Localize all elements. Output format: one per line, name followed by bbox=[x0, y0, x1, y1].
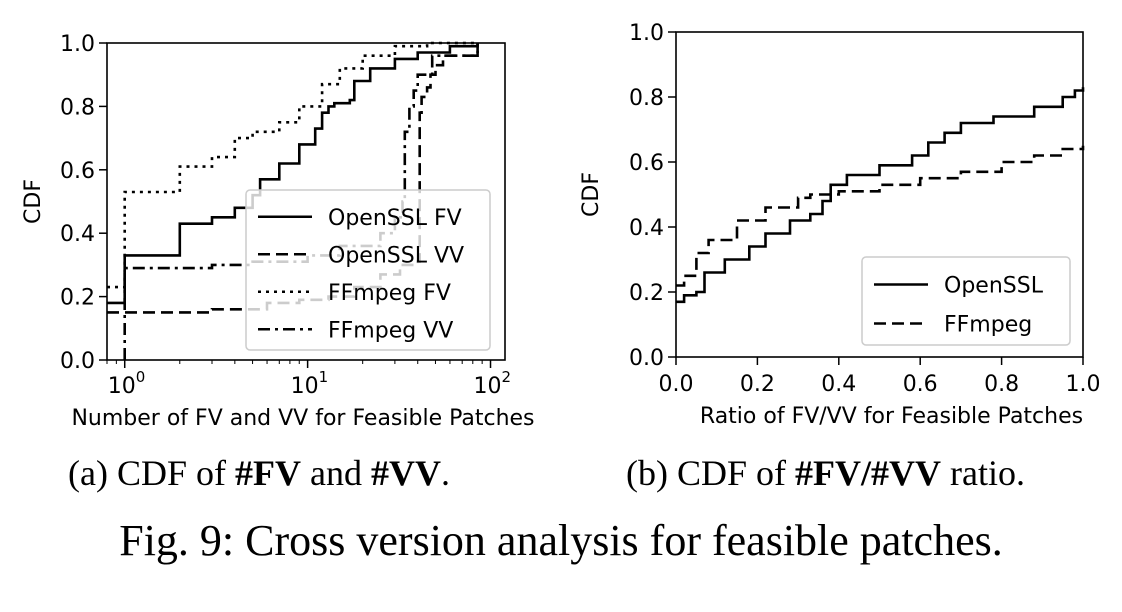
plot-frame bbox=[675, 31, 1084, 358]
x-tick-label: 0.0 bbox=[659, 372, 694, 397]
y-tick-label: 0.0 bbox=[629, 346, 664, 371]
x-tick-label: 10 bbox=[108, 374, 136, 399]
y-tick-label: 0.6 bbox=[629, 151, 664, 176]
y-tick-label: 0.4 bbox=[60, 222, 95, 247]
subcaption-a-mid: and bbox=[300, 453, 371, 493]
x-tick-exponent: 1 bbox=[319, 368, 329, 386]
y-tick-label: 1.0 bbox=[60, 32, 95, 57]
series-ffmpeg bbox=[676, 145, 1085, 287]
legend-label: FFmpeg VV bbox=[328, 318, 453, 343]
x-tick-label: 0.6 bbox=[903, 372, 938, 397]
y-axis-label: CDF bbox=[579, 172, 604, 217]
y-tick-label: 0.8 bbox=[629, 86, 664, 111]
series-ffmpeg-fv bbox=[107, 41, 478, 289]
plot-frame bbox=[106, 42, 506, 361]
subcaption-a-prefix: (a) CDF of bbox=[68, 453, 235, 493]
subcaption-a-bold-vv: #VV bbox=[370, 453, 441, 493]
series-openssl-fv bbox=[107, 43, 479, 305]
subcaption-b: (b) CDF of #FV/#VV ratio. bbox=[626, 452, 1025, 494]
x-tick-exponent: 0 bbox=[136, 368, 146, 386]
legend-box bbox=[245, 189, 491, 351]
chart-b: 0.0 0.2 0.4 0.6 0.8 1.0 0.0 0.2 0.4 0.6 0.8 1.0 Open… bbox=[579, 21, 1101, 429]
y-tick-label: 0.6 bbox=[60, 159, 95, 184]
x-axis-label: Number of FV and VV for Feasible Patches bbox=[71, 406, 534, 431]
y-tick-label: 0.0 bbox=[60, 349, 95, 374]
legend-label: OpenSSL bbox=[944, 274, 1044, 299]
subcaption-a-suffix: . bbox=[440, 453, 450, 493]
legend-label: OpenSSL VV bbox=[328, 243, 464, 268]
x-tick-label: 0.8 bbox=[984, 372, 1019, 397]
x-tick-label: 1.0 bbox=[1066, 372, 1101, 397]
x-tick-label: 0.2 bbox=[740, 372, 775, 397]
x-tick-label: 10 bbox=[291, 374, 319, 399]
x-tick-exponent: 2 bbox=[502, 368, 512, 386]
x-tick-label: 10 bbox=[474, 374, 502, 399]
y-tick-label: 0.2 bbox=[629, 281, 664, 306]
figure-caption: Fig. 9: Cross version analysis for feasi… bbox=[119, 516, 1003, 565]
y-tick-label: 0.8 bbox=[60, 95, 95, 120]
subcaption-a-bold-fv: #FV bbox=[234, 453, 301, 493]
x-tick-label: 0.4 bbox=[821, 372, 856, 397]
legend-label: FFmpeg FV bbox=[328, 281, 451, 306]
series-openssl bbox=[676, 87, 1085, 304]
subcaption-b-suffix: ratio. bbox=[941, 453, 1025, 493]
x-axis-label: Ratio of FV/VV for Feasible Patches bbox=[700, 404, 1083, 429]
subcaption-a: (a) CDF of #FV and #VV. bbox=[68, 452, 450, 494]
y-tick-label: 0.2 bbox=[60, 286, 95, 311]
subcaption-b-prefix: (b) CDF of bbox=[626, 453, 795, 493]
y-tick-label: 1.0 bbox=[629, 21, 664, 46]
legend-label: OpenSSL FV bbox=[328, 206, 462, 231]
y-axis-label: CDF bbox=[21, 179, 46, 224]
legend-label: FFmpeg bbox=[944, 313, 1032, 338]
subcaption-b-bold-ratio: #FV/#VV bbox=[795, 453, 941, 493]
y-tick-label: 0.4 bbox=[629, 216, 664, 241]
